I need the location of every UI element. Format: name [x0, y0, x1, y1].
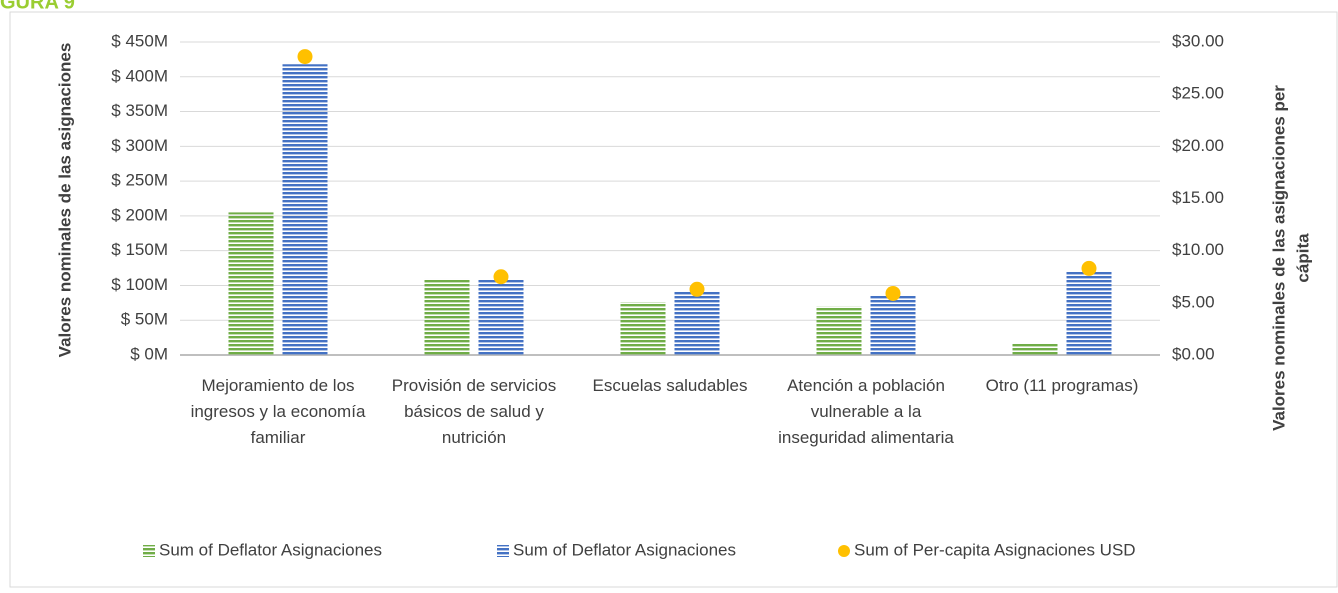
y-tick-label: $ 50M	[121, 310, 168, 329]
y-axis-title: Valores nominales de las asignaciones	[55, 43, 74, 358]
dot	[885, 285, 901, 301]
x-tick-label: Provisión de servicios básicos de salud y…	[392, 376, 556, 447]
y-tick-label: $ 0M	[130, 344, 168, 363]
dot	[493, 269, 509, 285]
label-line: Escuelas saludables	[593, 376, 748, 395]
legend-marker	[838, 545, 850, 557]
legend-label: Sum of Deflator Asignaciones	[513, 540, 736, 559]
bar	[282, 64, 328, 355]
legend-label: Sum of Deflator Asignaciones	[159, 540, 382, 559]
legend-marker	[497, 545, 509, 557]
label-line: vulnerable a la	[811, 402, 922, 421]
y-tick-label: $ 250M	[111, 171, 168, 190]
label-line: Otro (11 programas)	[986, 376, 1139, 395]
y2-tick-label: $10.00	[1172, 240, 1224, 259]
y2-tick-label: $20.00	[1172, 136, 1224, 155]
chart-frame	[9, 11, 1338, 588]
heading: GURA 9	[0, 0, 75, 13]
y-tick-label: $ 350M	[111, 101, 168, 120]
bar	[1012, 343, 1058, 355]
bar	[478, 279, 524, 355]
dot	[297, 49, 313, 65]
y2-tick-label: $30.00	[1172, 31, 1224, 50]
bar	[620, 302, 666, 355]
bar	[674, 291, 720, 355]
label-line: Mejoramiento de los	[201, 376, 354, 395]
y-tick-label: $ 200M	[111, 205, 168, 224]
y2-axis-title: Valores nominales de las asignaciones pe…	[1269, 85, 1288, 431]
y-tick-label: $ 450M	[111, 31, 168, 50]
label-line: básicos de salud y	[404, 402, 544, 421]
legend-label: Sum of Per-capita Asignaciones USD	[854, 540, 1136, 559]
label-line: familiar	[251, 428, 306, 447]
y-tick-label: $ 100M	[111, 275, 168, 294]
bar	[870, 295, 916, 355]
legend-marker	[143, 545, 155, 557]
y2-tick-label: $5.00	[1172, 292, 1215, 311]
y-tick-label: $ 300M	[111, 136, 168, 155]
y2-axis-title: cápita	[1293, 233, 1312, 283]
y2-tick-label: $15.00	[1172, 188, 1224, 207]
bar	[816, 306, 862, 355]
label-line: nutrición	[442, 428, 506, 447]
label-line: ingresos y la economía	[191, 402, 366, 421]
label-line: Provisión de servicios	[392, 376, 556, 395]
x-tick-label: Mejoramiento de los ingresos y la economí…	[191, 376, 366, 447]
bar	[424, 278, 470, 355]
y2-tick-label: $0.00	[1172, 344, 1215, 363]
bar	[228, 212, 274, 355]
dot	[1081, 260, 1097, 276]
dot	[689, 281, 705, 297]
x-tick-label: Escuelas saludables	[593, 376, 748, 395]
y-tick-label: $ 400M	[111, 66, 168, 85]
label-line: Atención a población	[787, 376, 945, 395]
x-tick-label: Otro (11 programas)	[986, 376, 1139, 395]
label-line: inseguridad alimentaria	[778, 428, 954, 447]
y-tick-label: $ 150M	[111, 240, 168, 259]
bar	[1066, 270, 1112, 355]
y2-tick-label: $25.00	[1172, 84, 1224, 103]
x-tick-label: Atención a población vulnerable a la inseg…	[778, 376, 954, 447]
